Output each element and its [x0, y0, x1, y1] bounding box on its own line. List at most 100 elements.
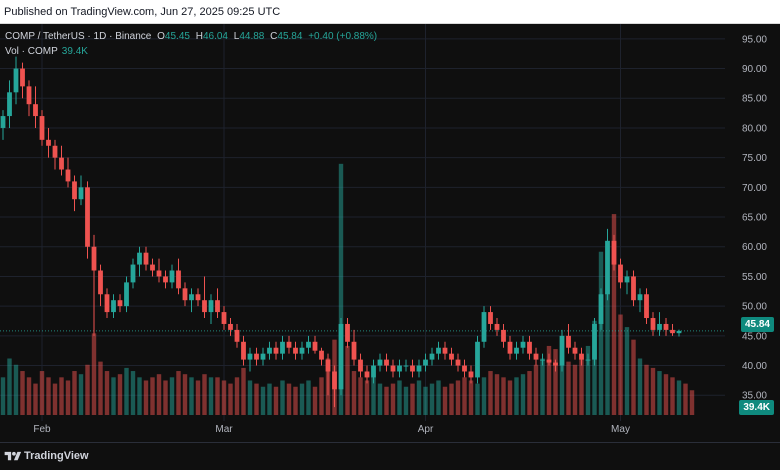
candle-body	[241, 341, 246, 360]
candle-body	[338, 323, 344, 390]
candle-body	[111, 300, 116, 313]
y-tick-label: 65.00	[742, 213, 767, 224]
volume-bar	[59, 377, 64, 415]
candle-body	[332, 371, 337, 390]
volume-bar	[429, 383, 435, 415]
y-tick-label: 40.00	[742, 361, 767, 372]
volume-label[interactable]: Vol · COMP	[5, 46, 58, 57]
tradingview-brand[interactable]: TradingView	[24, 450, 89, 462]
candle-body	[65, 169, 71, 182]
open-label: O	[157, 31, 165, 42]
volume-bar	[98, 361, 103, 415]
volume-bar	[293, 386, 298, 415]
candle-body	[280, 341, 285, 354]
volume-bar	[312, 386, 318, 415]
candle-body	[585, 359, 591, 361]
volume-bar	[377, 383, 383, 415]
volume-bar	[0, 377, 6, 415]
volume-bar	[111, 377, 116, 415]
low-value: 44.88	[239, 31, 265, 42]
y-tick-label: 95.00	[742, 34, 767, 45]
candle-body	[202, 300, 207, 313]
volume-bar	[481, 377, 487, 415]
x-tick-label: Mar	[215, 424, 233, 435]
candle-body	[598, 294, 604, 324]
volume-bar	[72, 371, 77, 415]
candle-body	[137, 252, 142, 265]
volume-bar	[592, 320, 597, 415]
volume-bar	[403, 386, 409, 415]
last-volume-badge: 39.4K	[739, 400, 774, 415]
volume-bar	[33, 383, 38, 415]
volume-bar	[280, 380, 285, 415]
candle-body	[156, 270, 162, 277]
volume-bar	[163, 380, 168, 415]
price-chart[interactable]: 95.00 90.00 85.00 80.00 75.00 70.00 65.00 60.00…	[0, 24, 780, 442]
candle-body	[13, 68, 19, 93]
candle-body	[195, 294, 201, 301]
candle-body	[52, 145, 58, 158]
y-tick-label: 90.00	[742, 64, 767, 75]
volume-bar	[78, 374, 84, 415]
y-tick-label: 85.00	[742, 94, 767, 105]
volume-bar	[345, 345, 350, 415]
last-price-badge: 45.84	[740, 317, 774, 332]
volume-bar	[566, 361, 571, 415]
volume-bar	[436, 380, 441, 415]
candle-body	[384, 359, 389, 366]
candle-body	[618, 264, 623, 283]
volume-bar	[273, 386, 279, 415]
candle-body	[33, 104, 38, 117]
candle-body	[514, 347, 519, 354]
candle-body	[481, 312, 487, 342]
volume-bar	[533, 364, 539, 415]
candle-body	[442, 347, 448, 354]
y-tick-label: 60.00	[742, 242, 767, 253]
volume-bar	[559, 355, 565, 415]
published-text: Published on TradingView.com, Jun 27, 20…	[4, 6, 281, 18]
candle-body	[364, 371, 370, 378]
y-tick-label: 70.00	[742, 183, 767, 194]
candle-body	[247, 353, 253, 360]
y-tick-label: 35.00	[742, 391, 767, 402]
candle-body	[254, 353, 259, 360]
candle-body	[169, 270, 175, 283]
change-value: +0.40 (+0.88%)	[308, 31, 378, 42]
chart-area[interactable]: 95.00 90.00 85.00 80.00 75.00 70.00 65.00 60.00…	[0, 24, 780, 442]
volume-bar	[468, 380, 474, 415]
candle-body	[182, 288, 188, 301]
candle-body	[390, 365, 396, 372]
symbol-name[interactable]: COMP / TetherUS · 1D · Binance	[5, 31, 152, 42]
volume-bar	[390, 383, 396, 415]
candle-body	[59, 157, 64, 170]
candle-body	[605, 240, 610, 295]
volume-bar	[644, 364, 649, 415]
candle-body	[228, 323, 233, 330]
candle-body	[579, 353, 584, 360]
low-label: L	[233, 31, 240, 42]
volume-bar	[475, 383, 480, 415]
candle-body	[130, 264, 136, 283]
candle-body	[475, 341, 480, 378]
volume-bar	[91, 333, 97, 415]
candle-body	[403, 365, 409, 367]
tradingview-logo-icon[interactable]	[4, 450, 22, 463]
volume-bar	[637, 358, 643, 415]
candle-body	[117, 300, 123, 307]
volume-bar	[605, 289, 610, 415]
volume-bar	[156, 374, 162, 415]
volume-bar	[46, 377, 51, 415]
open-value: 45.45	[164, 31, 190, 42]
candle-body	[488, 312, 493, 324]
volume-bar	[670, 377, 675, 415]
y-tick-label: 55.00	[742, 272, 767, 283]
candle-body	[234, 329, 240, 342]
volume-bar	[169, 377, 175, 415]
candle-body	[20, 68, 25, 87]
volume-bar	[358, 377, 363, 415]
candle-body	[358, 359, 363, 372]
x-tick-label: Apr	[418, 424, 434, 435]
volume-bar	[137, 377, 142, 415]
high-value: 46.04	[202, 31, 228, 42]
candle-body	[306, 341, 311, 348]
